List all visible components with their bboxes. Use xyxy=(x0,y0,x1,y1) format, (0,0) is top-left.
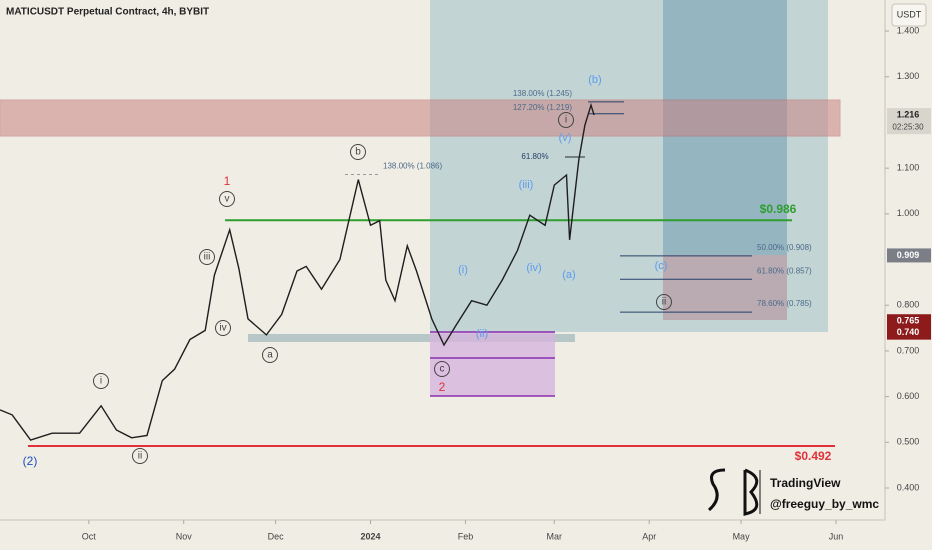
wave-label: 2 xyxy=(439,380,446,394)
level-label: $0.492 xyxy=(795,449,832,463)
wave-label: i xyxy=(100,376,102,387)
wave-label: (2) xyxy=(23,454,38,468)
price-badge-label: 0.740 xyxy=(897,327,920,337)
wave-label: (a) xyxy=(562,269,575,281)
fib-label: 127.20% (1.219) xyxy=(513,103,572,112)
x-tick-label: 2024 xyxy=(361,531,381,541)
price-badge xyxy=(887,325,931,340)
wave-circle xyxy=(434,361,450,377)
x-tick-label: Jun xyxy=(829,531,844,541)
wave-circle xyxy=(262,347,278,363)
fib-label: 138.00% (1.086) xyxy=(383,162,442,171)
y-tick-label: 0.800 xyxy=(897,300,920,310)
wave-circle xyxy=(558,112,574,128)
y-tick-label: 0.400 xyxy=(897,482,920,492)
wave-label: (c) xyxy=(655,260,668,272)
wave-label: (v) xyxy=(559,132,572,144)
wave-label: (i) xyxy=(458,264,468,276)
fib-label: 138.00% (1.245) xyxy=(513,89,572,98)
wave-label: ii xyxy=(662,297,666,308)
logo xyxy=(707,468,759,516)
x-tick-label: Mar xyxy=(547,531,563,541)
wave-label: ii xyxy=(138,451,142,462)
price-badge xyxy=(887,314,931,329)
wave-label: v xyxy=(225,194,230,205)
price-badge-label: 1.216 xyxy=(897,110,920,120)
y-tick-label: 1.400 xyxy=(897,25,920,35)
wave-label: (iii) xyxy=(519,179,534,191)
wave-label: (ii) xyxy=(476,328,488,340)
zone xyxy=(248,334,575,342)
price-badge xyxy=(887,248,931,263)
wave-label: (iv) xyxy=(526,262,541,274)
zone xyxy=(663,255,787,320)
fib-label: 50.00% (0.908) xyxy=(757,243,812,252)
price-line xyxy=(0,102,595,441)
wave-label: 61.80% xyxy=(521,152,548,161)
y-tick-label: 0.500 xyxy=(897,437,920,447)
wave-label: a xyxy=(267,350,273,361)
countdown: 02:25:30 xyxy=(892,122,924,131)
x-tick-label: Oct xyxy=(82,531,97,541)
wave-label: iii xyxy=(204,252,211,263)
y-tick-label: 1.000 xyxy=(897,208,920,218)
wave-circle xyxy=(215,320,231,336)
x-tick-label: May xyxy=(733,531,751,541)
x-tick-label: Dec xyxy=(268,531,285,541)
chart-title: MATICUSDT Perpetual Contract, 4h, BYBIT xyxy=(6,7,209,18)
fib-label: 61.80% (0.857) xyxy=(757,266,812,275)
wave-label: b xyxy=(355,147,361,158)
wave-circle xyxy=(219,191,235,207)
wave-label: i xyxy=(565,115,567,126)
wave-label: c xyxy=(440,364,445,375)
wave-circle xyxy=(350,144,366,160)
level-label: $0.986 xyxy=(760,202,797,216)
wave-label: iv xyxy=(219,323,226,334)
currency-box[interactable] xyxy=(891,3,927,27)
x-tick-label: Apr xyxy=(642,531,656,541)
wave-circle xyxy=(656,294,672,310)
y-tick-label: 1.300 xyxy=(897,71,920,81)
y-tick-label: 1.100 xyxy=(897,163,920,173)
price-badge xyxy=(887,108,931,135)
wave-circle xyxy=(132,448,148,464)
x-tick-label: Feb xyxy=(458,531,474,541)
wave-circle xyxy=(199,249,215,265)
watermark: TradingView xyxy=(770,476,841,490)
fib-label: 78.60% (0.785) xyxy=(757,299,812,308)
price-badge-label: 0.765 xyxy=(897,316,920,326)
price-badge-label: 0.909 xyxy=(897,250,920,260)
x-tick-label: Nov xyxy=(176,531,193,541)
wave-label: 1 xyxy=(224,174,231,188)
watermark: @freeguy_by_wmc xyxy=(770,497,879,511)
wave-circle xyxy=(93,373,109,389)
zone xyxy=(430,332,555,396)
currency: USDT xyxy=(897,9,922,19)
wave-label: (b) xyxy=(588,74,601,86)
y-tick-label: 0.600 xyxy=(897,391,920,401)
zone xyxy=(0,99,841,137)
y-tick-label: 0.700 xyxy=(897,345,920,355)
